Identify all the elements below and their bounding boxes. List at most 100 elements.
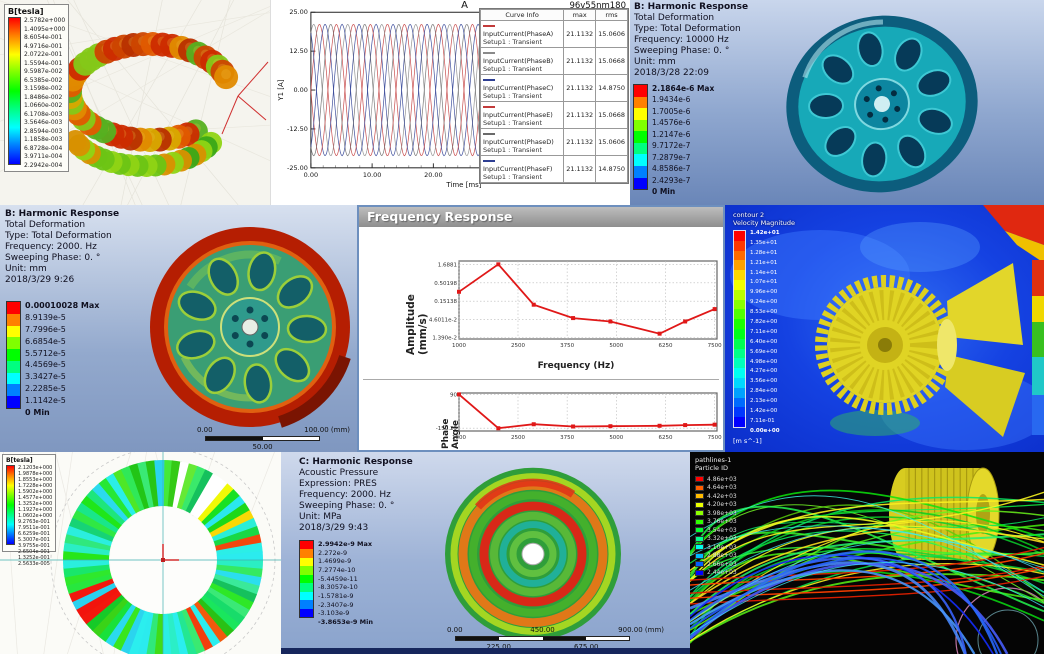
list-item: 1.2147e-6 [652, 129, 691, 139]
list-item: 3.56e+00 [750, 378, 778, 385]
list-item: Sweeping Phase: 0. ° [5, 253, 101, 263]
svg-text:7500: 7500 [708, 435, 722, 441]
svg-text:1.390e-2: 1.390e-2 [432, 336, 457, 342]
list-item: 1.0660e-002 [24, 102, 63, 110]
list-item: 0 Min [25, 407, 50, 417]
curve-info-table: Curve Info max rms InputCurrent(PhaseA) Setu… [479, 8, 629, 184]
legend-entry: 3.76e+03 [695, 518, 737, 527]
list-item: 2.2285e-5 [25, 384, 66, 394]
list-item: Sweeping Phase: 0. ° [634, 46, 730, 56]
list-item: 6.1708e-003 [24, 110, 63, 118]
window-titlebar[interactable]: Frequency Response [359, 207, 723, 227]
amplitude-axis-label: Amplitude (mm/s) [405, 294, 429, 355]
list-item: pathlines-1 [695, 456, 732, 464]
list-item: Type: Total Deformation [634, 24, 741, 34]
list-item: 7.82e+00 [750, 319, 778, 326]
list-item: 5.69e+00 [750, 348, 778, 355]
list-item: 0.00010028 Max [25, 301, 100, 310]
ruler-label: 900.00 (mm) [618, 626, 664, 634]
list-item: -3.103e-9 [318, 609, 350, 618]
list-item: 1.35e+01 [750, 239, 778, 246]
window-title: Frequency Response [367, 209, 513, 224]
propeller-blade [945, 355, 1025, 437]
ruler-label: 450.00 [530, 626, 555, 634]
panel-maxwell-torus: B[tesla] 2.5782e+000 1.4095e+000 8.6054e-0… [0, 0, 270, 205]
scale-ruler: 0.00 450.00 900.00 (mm) 225.00 675.00 [447, 626, 664, 651]
svg-text:2500: 2500 [511, 435, 525, 441]
list-item: 8.53e+00 [750, 309, 778, 316]
svg-text:0.00: 0.00 [304, 171, 318, 179]
svg-text:12.50: 12.50 [289, 47, 308, 55]
svg-text:6250: 6250 [658, 343, 672, 349]
list-item: 2018/3/29 9:26 [5, 275, 75, 285]
list-item: 7.9511e-001 [18, 525, 50, 531]
list-item: 1.9878e+000 [18, 471, 53, 477]
ruler-bar [455, 636, 630, 641]
deformed-wheel-render [786, 15, 978, 193]
list-item: 1.3252e-001 [18, 555, 50, 561]
list-item: 1.7228e+000 [18, 483, 53, 489]
list-item: 2.6504e-001 [18, 549, 50, 555]
list-item: 1.8553e+000 [18, 477, 53, 483]
deformation-legend: 2.1864e-6 Max 1.9434e-6 1.7005e-6 1.4576e-6… [633, 84, 714, 196]
list-item: 7.11e-01 [750, 417, 775, 424]
list-item: 1.07e+01 [750, 279, 778, 286]
svg-text:90: 90 [450, 392, 457, 398]
panel-phase-current-plot: 0.0010.0020.0030.0040.0050.0025.0012.500… [270, 0, 630, 205]
list-item: 3.3427e-5 [25, 372, 66, 382]
list-item: -3.8653e-9 Min [318, 617, 373, 626]
svg-text:1.6881: 1.6881 [438, 262, 457, 268]
list-item: 4.8586e-7 [652, 164, 691, 174]
svg-text:20.00: 20.00 [424, 171, 443, 179]
list-item: 5.3007e-001 [18, 537, 50, 543]
model-label: 96v55nm180 [569, 1, 626, 11]
list-item: 1.28e+01 [750, 249, 778, 256]
list-item: Expression: PRES [299, 479, 377, 489]
list-item: 7.11e+00 [750, 328, 778, 335]
list-item: 2.1864e-6 Max [652, 84, 715, 93]
b-field-legend: B[tesla] 2.5782e+000 1.4095e+000 8.6054e-0… [4, 4, 70, 172]
list-item: Frequency: 10000 Hz [634, 35, 729, 45]
velocity-legend: contour 2 Velocity Magnitude 1.42e+01 1.35… [733, 211, 795, 445]
list-item: 3.5646e-003 [24, 119, 63, 127]
svg-text:1000: 1000 [452, 435, 466, 441]
legend-values: 0.00010028 Max 8.9139e-5 7.7996e-5 6.6854e-… [25, 301, 99, 417]
legend-colorbar [733, 230, 746, 428]
list-item: 7.2774e-10 [318, 565, 356, 574]
legend-colorbar [6, 301, 21, 409]
list-item: 5.5712e-5 [25, 348, 66, 358]
list-item: 1.0602e+000 [18, 513, 53, 519]
svg-text:-150.29: -150.29 [436, 426, 458, 432]
list-item: 2.1203e+000 [18, 465, 53, 471]
list-item: 1.8486e-002 [24, 93, 63, 101]
list-item: 6.6259e-001 [18, 531, 50, 537]
panel-acoustic-pressure: C: Harmonic Response Acoustic Pressure Exp… [281, 452, 690, 654]
list-item: B: Harmonic Response [634, 2, 749, 12]
list-item: 4.98e+00 [750, 358, 778, 365]
svg-text:3750: 3750 [560, 343, 574, 349]
svg-text:-12.50: -12.50 [287, 125, 308, 133]
list-item: 3.9755e-001 [18, 543, 50, 549]
ruler-label: 50.00 [252, 443, 273, 451]
legend-entry: 3.10e+03 [695, 543, 737, 552]
svg-text:25.00: 25.00 [289, 8, 308, 16]
list-item: -1.5781e-9 [318, 591, 354, 600]
velocity-contour-render [725, 205, 1044, 455]
list-item: 9.5987e-002 [24, 68, 63, 76]
svg-text:10.00: 10.00 [363, 171, 382, 179]
legend-values: 2.1203e+000 1.9878e+000 1.8553e+000 1.7228e… [18, 465, 53, 567]
list-item: 2.4293e-7 [652, 175, 691, 185]
window-body: Amplitude (mm/s) 1000 2500 3750 5000 6250 750… [359, 227, 723, 450]
panel-maxwell-rotor-flux: B[tesla] 2.1203e+000 1.9878e+000 1.8553e+0… [0, 452, 281, 654]
legend-entry: 3.32e+03 [695, 535, 737, 544]
legend-entry: 2.44e+03 [695, 569, 737, 578]
list-item: 8.6054e-001 [24, 34, 63, 42]
frequency-axis-label: Frequency (Hz) [537, 361, 615, 371]
list-item: Unit: mm [5, 264, 47, 274]
legend-entry: 2.88e+03 [695, 552, 737, 561]
legend-entry: 4.20e+03 [695, 501, 737, 510]
list-item: Particle ID [695, 464, 729, 472]
ruler-bar [205, 436, 320, 441]
deformation-legend: 0.00010028 Max 8.9139e-5 7.7996e-5 6.6854e-… [6, 301, 99, 417]
